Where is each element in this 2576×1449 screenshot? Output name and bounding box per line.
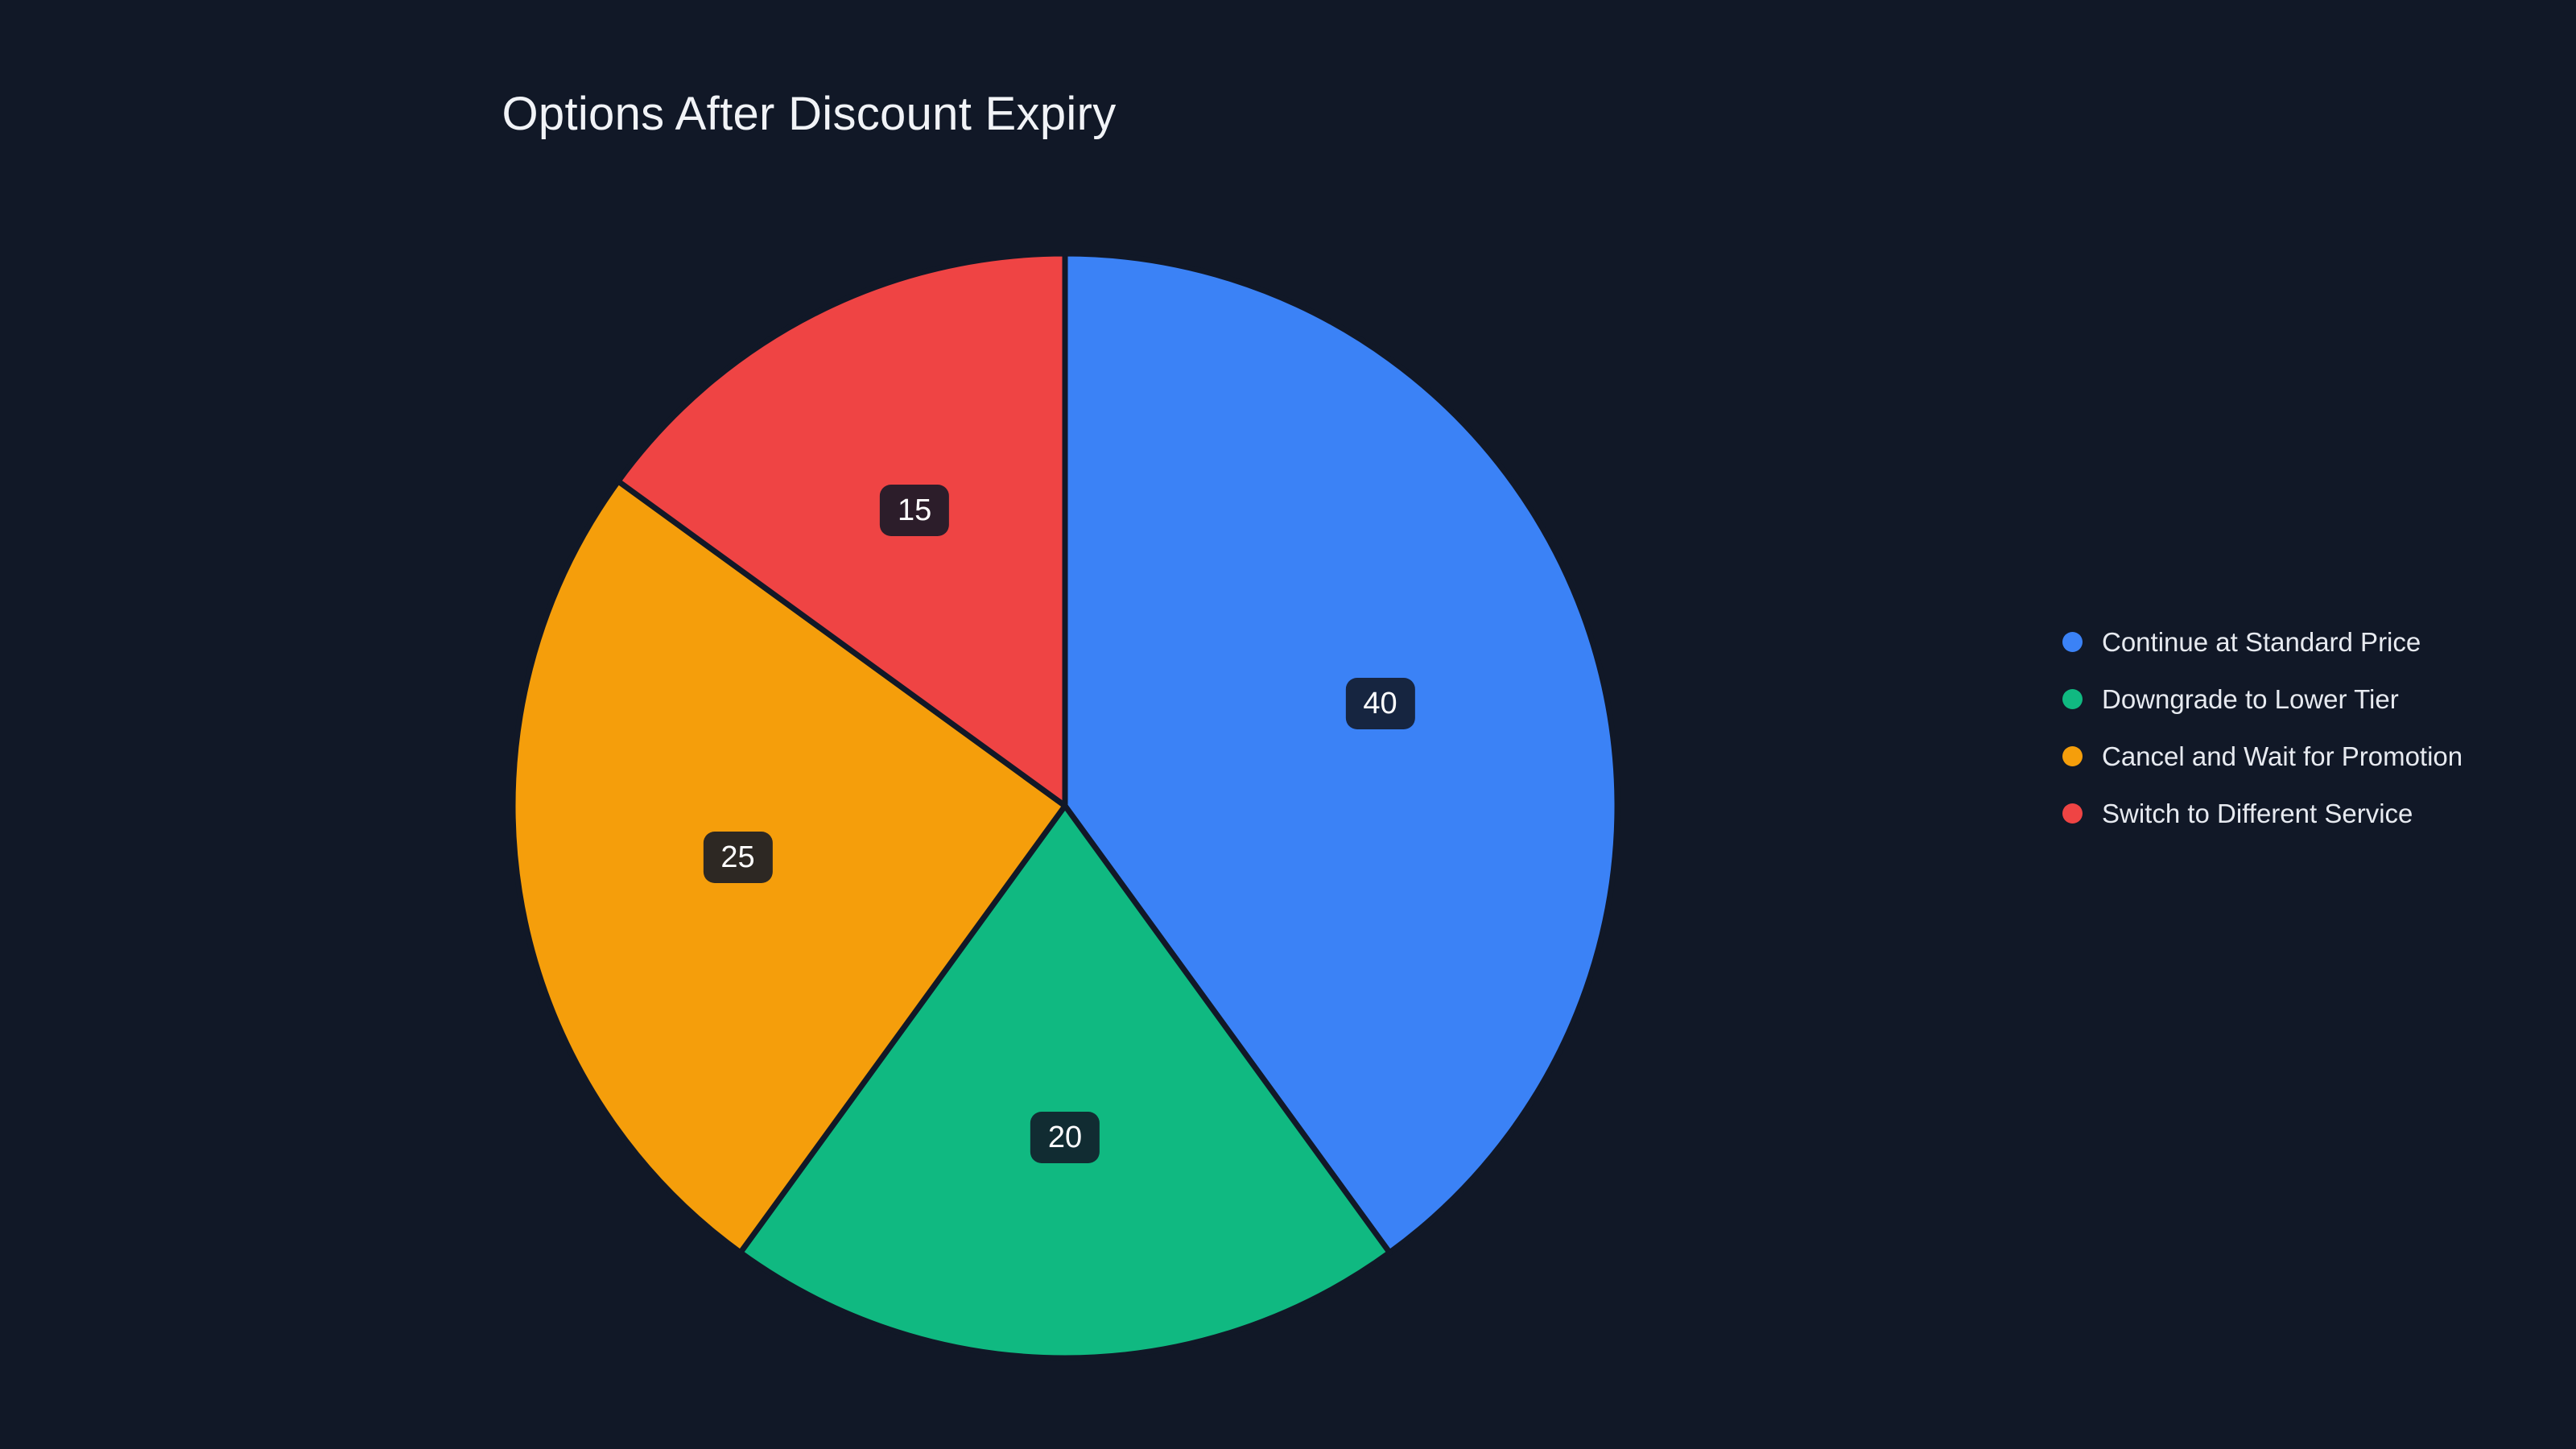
pie-slice-value-label: 40 — [1345, 677, 1415, 729]
page-title: Options After Discount Expiry — [502, 88, 1117, 140]
pie-slice-value-label: 20 — [1030, 1111, 1100, 1163]
legend-item-label: Continue at Standard Price — [2102, 627, 2421, 657]
legend-item-label: Cancel and Wait for Promotion — [2102, 741, 2463, 771]
legend-item-downgrade-to-lower-tier[interactable]: Downgrade to Lower Tier — [2062, 671, 2462, 728]
pie-slice-group — [510, 250, 1620, 1361]
legend-item-label: Downgrade to Lower Tier — [2102, 684, 2399, 714]
legend-item-cancel-and-wait-for-promotion[interactable]: Cancel and Wait for Promotion — [2062, 728, 2462, 785]
pie-slice[interactable] — [510, 478, 1068, 1256]
legend-swatch-icon — [2062, 689, 2083, 709]
legend-item-switch-to-different-service[interactable]: Switch to Different Service — [2062, 785, 2462, 842]
legend-item-continue-at-standard-price[interactable]: Continue at Standard Price — [2062, 613, 2462, 671]
pie-slice[interactable] — [1062, 250, 1620, 1256]
pie-slice[interactable] — [737, 803, 1393, 1361]
legend-swatch-icon — [2062, 803, 2083, 824]
pie-slice[interactable] — [615, 250, 1068, 809]
pie-slice-value-label: 25 — [703, 832, 773, 884]
pie-slice-value-label: 15 — [879, 485, 950, 537]
legend-swatch-icon — [2062, 632, 2083, 652]
chart-legend: Continue at Standard Price Downgrade to … — [2062, 613, 2462, 842]
legend-swatch-icon — [2062, 746, 2083, 766]
legend-item-label: Switch to Different Service — [2102, 799, 2413, 828]
